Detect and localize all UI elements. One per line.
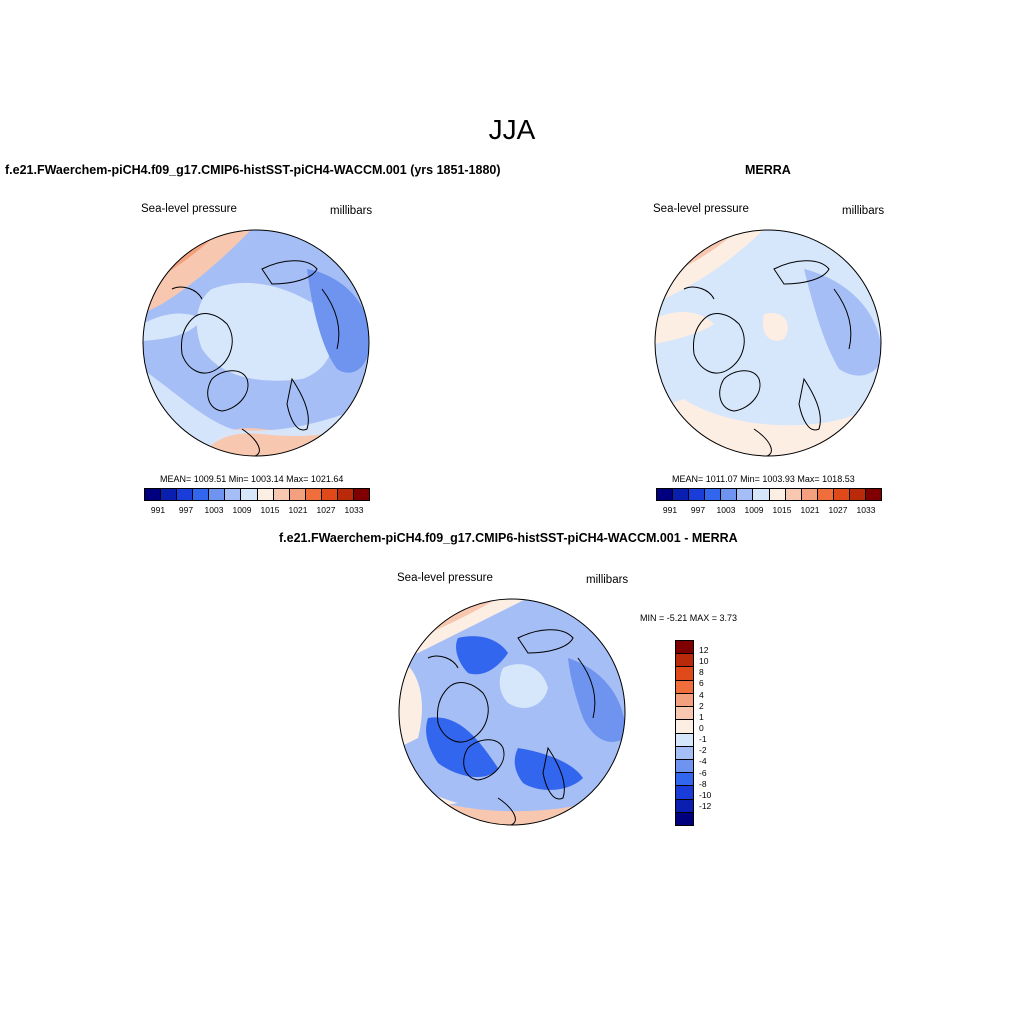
colorbar-tick-label: 1003 xyxy=(204,505,224,515)
colorbar-tick-label: 991 xyxy=(150,505,166,515)
colorbar-tick-label: -2 xyxy=(699,745,707,756)
colorbar-swatch xyxy=(676,680,693,694)
colorbar-swatch xyxy=(801,489,818,500)
model-stats: MEAN= 1009.51 Min= 1003.14 Max= 1021.64 xyxy=(160,474,344,484)
colorbar-swatch xyxy=(721,489,738,500)
colorbar-tick-label: 10 xyxy=(699,656,709,667)
colorbar-tick-label: 997 xyxy=(690,505,706,515)
colorbar-tick-label: -6 xyxy=(699,767,707,778)
colorbar-swatch xyxy=(273,489,290,500)
colorbar-swatch xyxy=(849,489,867,500)
obs-polar-map xyxy=(654,229,882,457)
diff-variable-label: Sea-level pressure xyxy=(397,572,493,584)
colorbar-swatch xyxy=(676,812,693,826)
colorbar-tick-label: 1015 xyxy=(772,505,792,515)
obs-units-label: millibars xyxy=(842,205,885,217)
colorbar-swatch xyxy=(289,489,306,500)
colorbar-swatch xyxy=(673,489,690,500)
colorbar-tick-label: 1021 xyxy=(800,505,820,515)
colorbar-swatch xyxy=(676,720,693,734)
colorbar-tick-label: 997 xyxy=(178,505,194,515)
colorbar-tick-label: 991 xyxy=(662,505,678,515)
colorbar-swatch xyxy=(676,693,693,708)
colorbar-swatch xyxy=(676,707,693,721)
colorbar-swatch xyxy=(321,489,338,500)
colorbar-swatch xyxy=(737,489,754,500)
colorbar-swatch xyxy=(705,489,722,500)
diff-panel-title: f.e21.FWaerchem-piCH4.f09_g17.CMIP6-hist… xyxy=(279,531,738,545)
obs-colorbar xyxy=(656,488,882,501)
model-panel-title: f.e21.FWaerchem-piCH4.f09_g17.CMIP6-hist… xyxy=(5,163,501,177)
colorbar-tick-label: -4 xyxy=(699,756,707,767)
colorbar-tick-label: 1027 xyxy=(828,505,848,515)
model-colorbar-ticks: 991 997 1003 1009 1015 1021 1027 1033 xyxy=(144,505,368,515)
colorbar-tick-label: 1021 xyxy=(288,505,308,515)
colorbar-swatch xyxy=(257,489,274,500)
obs-variable-label: Sea-level pressure xyxy=(653,203,749,215)
colorbar-swatch xyxy=(817,489,834,500)
colorbar-swatch xyxy=(676,773,693,787)
obs-stats: MEAN= 1011.07 Min= 1003.93 Max= 1018.53 xyxy=(672,474,855,484)
colorbar-swatch xyxy=(676,786,693,800)
model-variable-label: Sea-level pressure xyxy=(141,203,237,215)
model-units-label: millibars xyxy=(330,205,373,217)
obs-panel-title: MERRA xyxy=(745,163,791,177)
colorbar-swatch xyxy=(769,489,786,500)
colorbar-tick-label: 12 xyxy=(699,645,709,655)
colorbar-tick-label: 0 xyxy=(699,722,704,733)
colorbar-tick-label: 1009 xyxy=(232,505,252,515)
colorbar-swatch xyxy=(657,489,674,500)
diff-colorbar xyxy=(675,640,694,826)
colorbar-swatch xyxy=(833,489,850,500)
model-polar-map xyxy=(142,229,370,457)
colorbar-swatch xyxy=(241,489,258,500)
diff-polar-map xyxy=(398,598,626,826)
colorbar-swatch xyxy=(193,489,210,500)
colorbar-swatch xyxy=(689,489,706,500)
colorbar-swatch xyxy=(676,733,693,747)
model-colorbar xyxy=(144,488,370,501)
colorbar-swatch xyxy=(753,489,770,500)
diff-colorbar-ticks: 12 10 8 6 4 2 1 0 -1 -2 -4 -6 -8 -10 -12 xyxy=(699,645,712,826)
colorbar-swatch xyxy=(866,489,882,500)
colorbar-tick-label: 8 xyxy=(699,667,704,678)
colorbar-tick-label: -12 xyxy=(699,800,712,811)
colorbar-swatch xyxy=(177,489,194,500)
diff-stats: MIN = -5.21 MAX = 3.73 xyxy=(640,613,738,623)
colorbar-tick-label: -10 xyxy=(699,789,712,800)
colorbar-tick-label: 6 xyxy=(699,678,704,689)
figure-title: JJA xyxy=(488,114,536,145)
colorbar-swatch xyxy=(209,489,226,500)
colorbar-swatch xyxy=(676,799,693,813)
colorbar-swatch xyxy=(676,759,693,774)
colorbar-tick-label: 2 xyxy=(699,700,704,711)
colorbar-tick-label: 1009 xyxy=(744,505,764,515)
obs-colorbar-ticks: 991 997 1003 1009 1015 1021 1027 1033 xyxy=(656,505,880,515)
colorbar-swatch xyxy=(145,489,162,500)
colorbar-tick-label: 4 xyxy=(699,689,704,700)
colorbar-tick-label: 1033 xyxy=(856,505,876,515)
colorbar-swatch xyxy=(354,489,370,500)
colorbar-tick-label: 1027 xyxy=(316,505,336,515)
colorbar-swatch xyxy=(676,667,693,681)
colorbar-swatch xyxy=(785,489,802,500)
colorbar-swatch xyxy=(676,641,693,655)
colorbar-tick-label: 1015 xyxy=(260,505,280,515)
colorbar-tick-label: -8 xyxy=(699,778,707,789)
colorbar-swatch xyxy=(676,654,693,668)
colorbar-tick-label: 1 xyxy=(699,711,704,722)
colorbar-tick-label: -1 xyxy=(699,734,707,745)
colorbar-tick-label: 1003 xyxy=(716,505,736,515)
colorbar-swatch xyxy=(305,489,322,500)
colorbar-swatch xyxy=(676,746,693,760)
colorbar-swatch xyxy=(337,489,355,500)
colorbar-tick-label: 1033 xyxy=(344,505,364,515)
diff-units-label: millibars xyxy=(586,574,629,586)
colorbar-swatch xyxy=(225,489,242,500)
colorbar-swatch xyxy=(161,489,178,500)
